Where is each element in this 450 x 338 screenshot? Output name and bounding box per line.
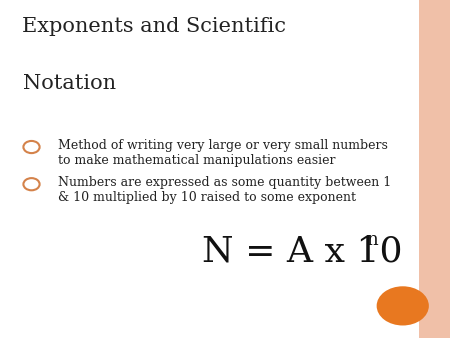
Text: N = A x 10: N = A x 10 <box>202 235 403 269</box>
Text: n: n <box>367 231 378 248</box>
Text: Exponents and Scientific: Exponents and Scientific <box>22 17 287 36</box>
Text: & 10 multiplied by 10 raised to some exponent: & 10 multiplied by 10 raised to some exp… <box>58 191 356 204</box>
Circle shape <box>377 286 429 325</box>
Text: Numbers are expressed as some quantity between 1: Numbers are expressed as some quantity b… <box>58 176 392 189</box>
Text: Method of writing very large or very small numbers: Method of writing very large or very sma… <box>58 139 388 151</box>
Text: Notation: Notation <box>22 74 116 93</box>
Circle shape <box>23 178 40 190</box>
FancyBboxPatch shape <box>418 0 450 338</box>
Text: to make mathematical manipulations easier: to make mathematical manipulations easie… <box>58 154 336 167</box>
Circle shape <box>23 141 40 153</box>
